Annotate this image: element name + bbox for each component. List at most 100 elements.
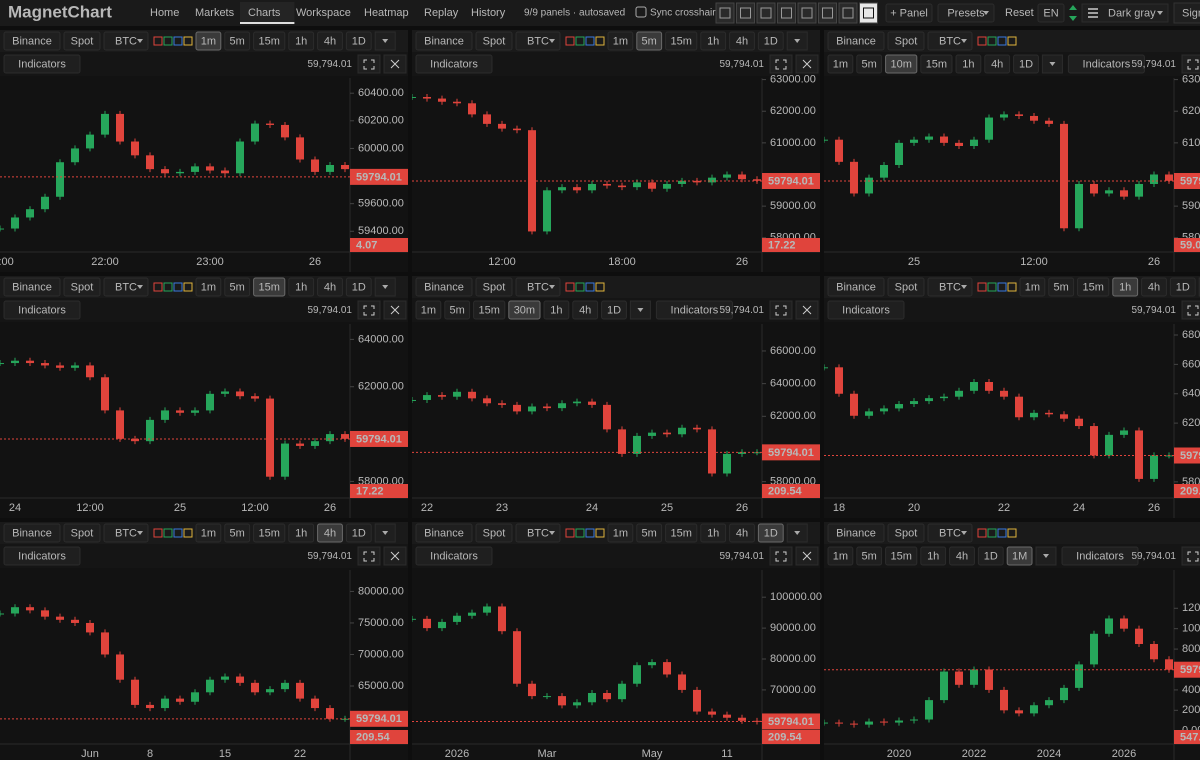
timeframe-button-bg[interactable]: [757, 523, 784, 543]
market-select[interactable]: Spot: [895, 35, 918, 47]
indicators-button[interactable]: Indicators: [18, 58, 66, 70]
layout-option[interactable]: [859, 2, 878, 24]
exchange-select-bg[interactable]: [3, 31, 61, 51]
timeframe-button[interactable]: 5m: [230, 281, 245, 293]
timeframe-button-bg[interactable]: [317, 277, 343, 297]
timeframe-button[interactable]: 1D: [764, 35, 778, 47]
timeframe-button-bg[interactable]: [607, 523, 634, 543]
timeframe-button[interactable]: 4h: [956, 550, 968, 562]
timeframe-button[interactable]: 15m: [258, 281, 279, 293]
timeframe-button[interactable]: 1h: [962, 58, 974, 70]
color-swatch[interactable]: [575, 282, 585, 292]
timeframe-button-bg[interactable]: [636, 523, 663, 543]
timeframe-button-bg[interactable]: [1013, 54, 1039, 74]
timeframe-button-bg[interactable]: [1169, 277, 1196, 297]
theme-bg[interactable]: [1081, 3, 1169, 23]
market-select[interactable]: Spot: [483, 281, 506, 293]
timeframe-button[interactable]: 4h: [579, 304, 591, 316]
timeframe-button[interactable]: 1D: [1176, 281, 1190, 293]
indicators-button-bg[interactable]: [3, 54, 81, 74]
timeframe-button-bg[interactable]: [1019, 277, 1046, 297]
timeframe-button-bg[interactable]: [757, 31, 784, 51]
timeframe-button-bg[interactable]: [729, 523, 755, 543]
market-select-bg[interactable]: [63, 31, 101, 51]
timeframe-button-bg[interactable]: [288, 277, 315, 297]
timeframe-button-bg[interactable]: [195, 31, 222, 51]
timeframe-button[interactable]: 1h: [1119, 281, 1131, 293]
color-swatch[interactable]: [585, 282, 595, 292]
market-select-bg[interactable]: [475, 523, 513, 543]
nav-item[interactable]: Replay: [424, 7, 459, 19]
timeframe-button[interactable]: 4h: [1148, 281, 1160, 293]
symbol-select[interactable]: BTC: [939, 527, 961, 539]
timeframe-button-bg[interactable]: [224, 277, 251, 297]
timeframe-button[interactable]: 15m: [1082, 281, 1103, 293]
exchange-select-bg[interactable]: [3, 523, 61, 543]
symbol-select-bg[interactable]: [515, 31, 561, 51]
color-swatch[interactable]: [1007, 282, 1017, 292]
timeframe-button[interactable]: 4h: [324, 527, 336, 539]
symbol-select-bg[interactable]: [103, 523, 149, 543]
market-select[interactable]: Spot: [71, 527, 94, 539]
indicators-button-bg[interactable]: [655, 300, 733, 320]
timeframe-button[interactable]: 15m: [258, 527, 279, 539]
timeframe-button[interactable]: 1m: [1025, 281, 1040, 293]
timeframe-button-bg[interactable]: [1077, 277, 1110, 297]
color-swatch[interactable]: [997, 282, 1007, 292]
exchange-select[interactable]: Binance: [836, 281, 876, 293]
symbol-select[interactable]: BTC: [939, 281, 961, 293]
indicators-button[interactable]: Indicators: [671, 304, 719, 316]
timeframe-button-bg[interactable]: [607, 31, 634, 51]
timeframe-button-bg[interactable]: [444, 300, 471, 320]
timeframe-button-bg[interactable]: [1112, 277, 1139, 297]
indicators-button[interactable]: Indicators: [1083, 58, 1131, 70]
timeframe-button-bg[interactable]: [827, 54, 854, 74]
color-swatch[interactable]: [1007, 36, 1017, 46]
timeframe-button[interactable]: 1h: [707, 35, 719, 47]
timeframe-button-bg[interactable]: [415, 300, 442, 320]
timeframe-button-bg[interactable]: [224, 31, 251, 51]
timeframe-button[interactable]: 1m: [421, 304, 436, 316]
timeframe-button[interactable]: 1h: [295, 281, 307, 293]
nav-item[interactable]: Markets: [195, 7, 235, 19]
timeframe-button[interactable]: 5m: [230, 527, 245, 539]
layout-option[interactable]: [797, 2, 817, 24]
color-swatch[interactable]: [153, 282, 163, 292]
timeframe-button[interactable]: 15m: [258, 35, 279, 47]
exchange-select-bg[interactable]: [415, 31, 473, 51]
nav-item[interactable]: History: [471, 7, 506, 19]
color-swatch[interactable]: [163, 36, 173, 46]
layout-option[interactable]: [736, 2, 755, 24]
expand-button[interactable]: [769, 546, 793, 566]
nav-item[interactable]: Home: [150, 7, 179, 19]
timeframe-button-bg[interactable]: [473, 300, 506, 320]
timeframe-button-bg[interactable]: [636, 31, 663, 51]
symbol-select[interactable]: BTC: [527, 35, 549, 47]
lang-button[interactable]: EN: [1043, 7, 1058, 19]
exchange-select[interactable]: Binance: [424, 527, 464, 539]
exchange-select[interactable]: Binance: [836, 527, 876, 539]
market-select-bg[interactable]: [63, 523, 101, 543]
timeframe-button-bg[interactable]: [700, 523, 727, 543]
timeframe-button-bg[interactable]: [977, 546, 1004, 566]
timeframe-button[interactable]: 15m: [890, 550, 911, 562]
exchange-select[interactable]: Binance: [836, 35, 876, 47]
layout-option[interactable]: [818, 2, 837, 24]
timeframe-button[interactable]: 1D: [352, 35, 366, 47]
exchange-select-bg[interactable]: [415, 277, 473, 297]
color-swatch[interactable]: [585, 528, 595, 538]
indicators-button-bg[interactable]: [3, 300, 81, 320]
exchange-select-bg[interactable]: [415, 523, 473, 543]
color-swatch[interactable]: [575, 528, 585, 538]
market-select[interactable]: Spot: [71, 35, 94, 47]
color-swatch[interactable]: [595, 36, 605, 46]
market-select-bg[interactable]: [887, 277, 925, 297]
timeframe-button-bg[interactable]: [920, 546, 947, 566]
color-swatch[interactable]: [153, 528, 163, 538]
timeframe-button[interactable]: 5m: [450, 304, 465, 316]
color-swatch[interactable]: [977, 528, 987, 538]
indicators-button-bg[interactable]: [1061, 546, 1139, 566]
timeframe-button-bg[interactable]: [665, 31, 698, 51]
timeframe-button[interactable]: 1m: [613, 35, 628, 47]
add-panel-button-bg[interactable]: [885, 3, 933, 23]
